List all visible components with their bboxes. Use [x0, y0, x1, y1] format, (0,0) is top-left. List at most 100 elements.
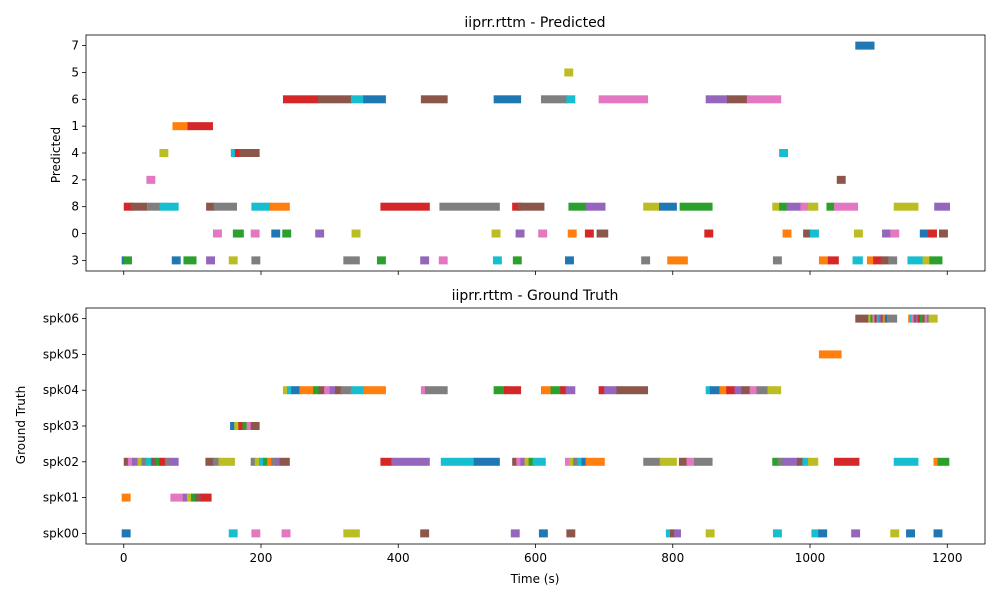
segment-8-50 — [123, 202, 133, 211]
segment-3-2 — [171, 256, 181, 265]
segment-0-38 — [584, 229, 594, 238]
segment-spk04-89 — [299, 386, 315, 395]
segment-3-0 — [121, 256, 126, 265]
segment-spk06-139 — [926, 314, 931, 323]
segment-0-32 — [315, 229, 325, 238]
x-axis-label: Time (s) — [510, 572, 560, 586]
segment-spk06-122 — [872, 314, 876, 323]
segment-spk02-33 — [151, 457, 157, 466]
segment-1-83 — [172, 122, 189, 131]
segment-spk04-117 — [767, 386, 782, 395]
segment-6-90 — [493, 95, 522, 104]
segment-spk02-50 — [391, 457, 430, 466]
segment-spk00-11 — [674, 529, 681, 538]
segment-spk03-80 — [230, 422, 236, 430]
ground-truth-title: iiprr.rttm - Ground Truth — [452, 288, 619, 304]
segment-6-93 — [598, 95, 649, 104]
segment-spk02-64 — [585, 457, 605, 466]
segment-3-20 — [866, 256, 875, 265]
segment-8-57 — [269, 202, 290, 211]
segment-0-42 — [803, 229, 813, 238]
segment-spk02-54 — [516, 457, 522, 466]
segment-spk00-13 — [772, 529, 782, 538]
segment-spk02-56 — [524, 457, 531, 466]
y-tick-label-4: 4 — [71, 146, 79, 160]
segment-spk06-120 — [868, 314, 872, 323]
predicted-axes-frame — [85, 34, 986, 272]
segment-8-75 — [934, 202, 950, 211]
ground-truth-axes-frame — [85, 307, 986, 545]
segment-spk00-1 — [228, 529, 238, 538]
segment-spk02-68 — [686, 457, 696, 466]
segment-3-17 — [818, 256, 830, 265]
segment-spk04-92 — [324, 386, 331, 395]
segment-3-22 — [880, 256, 890, 265]
segment-0-45 — [882, 229, 891, 238]
segment-spk02-39 — [212, 457, 220, 466]
segment-spk01-24 — [191, 493, 197, 502]
segment-3-16 — [772, 256, 782, 265]
y-tick-label-spk05: spk05 — [43, 347, 79, 361]
segment-spk02-49 — [380, 457, 393, 466]
segment-8-51 — [130, 202, 148, 211]
segment-spk02-66 — [659, 457, 677, 466]
segment-spk02-74 — [802, 457, 810, 466]
segment-spk06-137 — [922, 314, 926, 323]
y-tick-label-2: 2 — [71, 173, 79, 187]
segment-6-95 — [726, 95, 749, 104]
segment-spk02-55 — [520, 457, 526, 466]
segment-0-27 — [212, 229, 222, 238]
segment-spk06-132 — [911, 314, 915, 323]
segment-spk02-71 — [777, 457, 785, 466]
segment-3-19 — [852, 256, 863, 265]
x-tick-label-600: 600 — [524, 551, 547, 565]
segment-2-77 — [836, 175, 846, 184]
y-tick-label-5: 5 — [71, 65, 79, 79]
segment-spk01-20 — [121, 493, 131, 502]
y-tick-label-spk04: spk04 — [43, 383, 79, 397]
ground-truth-panel: iiprr.rttm - Ground Truth Ground Truth s… — [14, 288, 986, 586]
segment-8-58 — [380, 202, 430, 211]
segment-8-62 — [568, 202, 587, 211]
segment-3-11 — [492, 256, 502, 265]
segment-spk04-100 — [493, 386, 506, 395]
segment-8-53 — [159, 202, 179, 211]
segment-spk05-118 — [818, 350, 842, 359]
segment-spk02-43 — [258, 457, 265, 466]
predicted-panel: iiprr.rttm - Predicted Predicted 3 0 8 2 4 1 6… — [49, 15, 986, 275]
segment-spk00-16 — [851, 529, 861, 538]
segment-spk00-4 — [343, 529, 360, 538]
segment-spk04-95 — [340, 386, 353, 395]
segment-0-34 — [491, 229, 501, 238]
segment-8-63 — [585, 202, 606, 211]
segment-8-69 — [786, 202, 802, 211]
segment-spk04-107 — [604, 386, 618, 395]
segment-spk03-83 — [242, 422, 248, 430]
segment-4-79 — [230, 149, 237, 157]
segment-3-6 — [251, 256, 261, 265]
segment-1-84 — [187, 122, 213, 131]
segment-3-21 — [873, 256, 883, 265]
segment-8-67 — [772, 202, 782, 211]
segment-spk02-32 — [145, 457, 153, 466]
segment-spk02-35 — [159, 457, 167, 466]
segment-spk00-8 — [566, 529, 576, 538]
segment-3-1 — [123, 256, 132, 265]
segment-3-13 — [565, 256, 574, 265]
segment-spk03-84 — [246, 422, 253, 430]
segment-6-92 — [566, 95, 576, 104]
segment-spk02-77 — [893, 457, 919, 466]
predicted-title: iiprr.rttm - Predicted — [464, 15, 605, 31]
segment-3-3 — [183, 256, 197, 265]
segment-spk06-123 — [874, 314, 878, 323]
segment-spk06-124 — [876, 314, 880, 323]
ground-truth-ylabel: Ground Truth — [14, 386, 28, 464]
segment-spk00-17 — [890, 529, 900, 538]
segment-3-5 — [228, 256, 238, 265]
segment-spk04-96 — [350, 386, 365, 395]
segment-spk02-31 — [141, 457, 148, 466]
segment-spk04-86 — [282, 386, 289, 395]
segment-spk00-14 — [811, 529, 821, 538]
segment-spk02-38 — [205, 457, 215, 466]
segment-6-88 — [363, 95, 386, 104]
